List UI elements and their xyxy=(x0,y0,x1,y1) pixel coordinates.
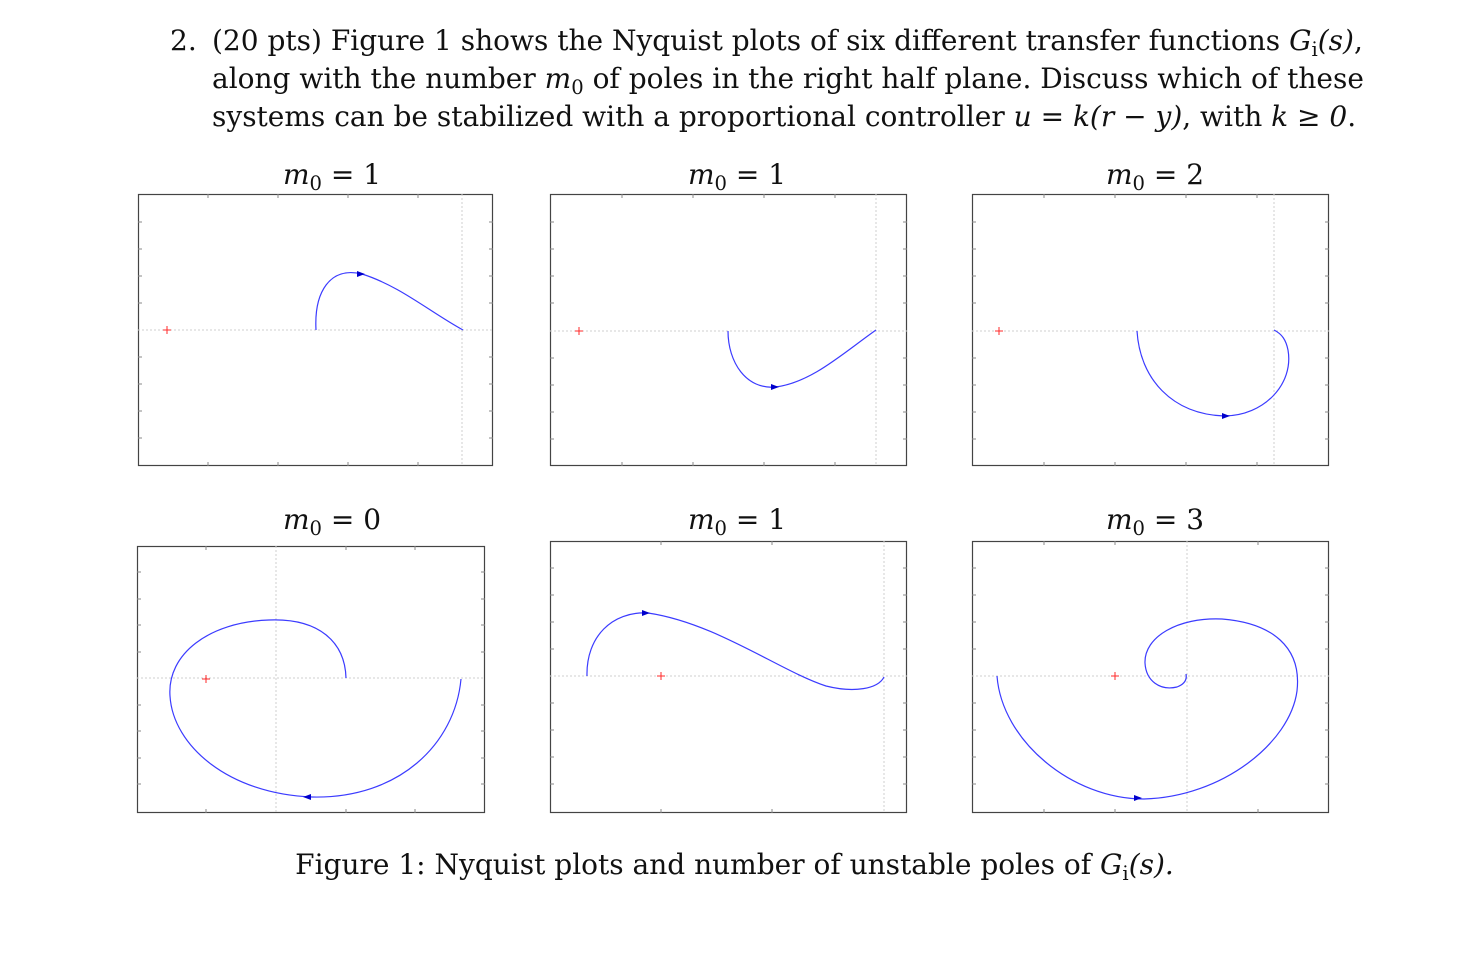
problem-number: 2. xyxy=(170,24,197,57)
problem-line-2: along with the number m0 of poles in the… xyxy=(212,60,1364,107)
problem-end: . xyxy=(1347,100,1357,133)
transfer-function-symbol: Gi(s) xyxy=(1289,24,1354,61)
problem-text-3a: systems can be stabilized with a proport… xyxy=(212,100,1005,133)
critical-point-icon xyxy=(995,327,1003,335)
problem-points: (20 pts) xyxy=(212,24,322,57)
tick-marks xyxy=(138,194,493,466)
critical-point-icon xyxy=(657,672,665,680)
controller-equation: u = k(r − y) xyxy=(1013,100,1183,133)
plot-frame xyxy=(971,540,1330,814)
problem-line-3: systems can be stabilized with a proport… xyxy=(212,98,1356,136)
nyquist-plot-2 xyxy=(549,193,908,467)
plot-frame xyxy=(971,193,1330,467)
critical-point-icon xyxy=(202,675,210,683)
problem-text-2a: along with the number xyxy=(212,62,536,95)
nyquist-plot-5 xyxy=(549,540,908,814)
plot-frame xyxy=(549,540,908,814)
critical-point-icon xyxy=(575,327,583,335)
problem-text-1: Figure 1 shows the Nyquist plots of six … xyxy=(330,24,1281,57)
direction-arrow-icon xyxy=(642,610,650,616)
tick-marks xyxy=(972,194,1329,466)
nyquist-plot-6 xyxy=(971,540,1330,814)
caption-text: Figure 1: Nyquist plots and number of un… xyxy=(295,848,1092,881)
critical-point-icon xyxy=(163,326,171,334)
direction-arrow-icon xyxy=(357,271,365,277)
nyquist-plot-1 xyxy=(137,193,494,467)
panel-1-title: m0 = 1 xyxy=(282,158,382,195)
tick-marks xyxy=(550,194,907,466)
direction-arrow-icon xyxy=(1134,795,1142,801)
problem-text-3b: , with xyxy=(1182,100,1263,133)
nyquist-plot-3 xyxy=(971,193,1330,467)
direction-arrow-icon xyxy=(771,384,779,390)
panel-3-title: m0 = 2 xyxy=(1105,158,1205,195)
panel-6-title: m0 = 3 xyxy=(1105,503,1205,540)
plot-frame xyxy=(549,193,908,467)
tick-marks xyxy=(137,546,485,813)
direction-arrow-icon xyxy=(1222,413,1230,419)
plot-frame xyxy=(136,545,486,814)
panel-4-title: m0 = 0 xyxy=(282,503,382,540)
tick-marks xyxy=(550,541,907,813)
figure-caption: Figure 1: Nyquist plots and number of un… xyxy=(0,848,1469,885)
tick-marks xyxy=(972,541,1329,813)
problem-line-1: (20 pts) Figure 1 shows the Nyquist plot… xyxy=(212,24,1363,61)
problem-text-2b: of poles in the right half plane. Discus… xyxy=(592,62,1364,95)
gain-condition: k ≥ 0 xyxy=(1271,100,1348,133)
nyquist-curve xyxy=(169,619,462,798)
nyquist-curve xyxy=(1136,329,1290,417)
nyquist-curve xyxy=(586,612,885,691)
panel-5-title: m0 = 1 xyxy=(687,503,787,540)
m0-symbol: m0 xyxy=(544,62,584,99)
nyquist-curve xyxy=(996,618,1299,800)
caption-math: Gi(s). xyxy=(1100,848,1174,885)
nyquist-plot-4 xyxy=(136,545,486,814)
critical-point-icon xyxy=(1111,672,1119,680)
panel-2-title: m0 = 1 xyxy=(687,158,787,195)
direction-arrow-icon xyxy=(303,794,311,800)
